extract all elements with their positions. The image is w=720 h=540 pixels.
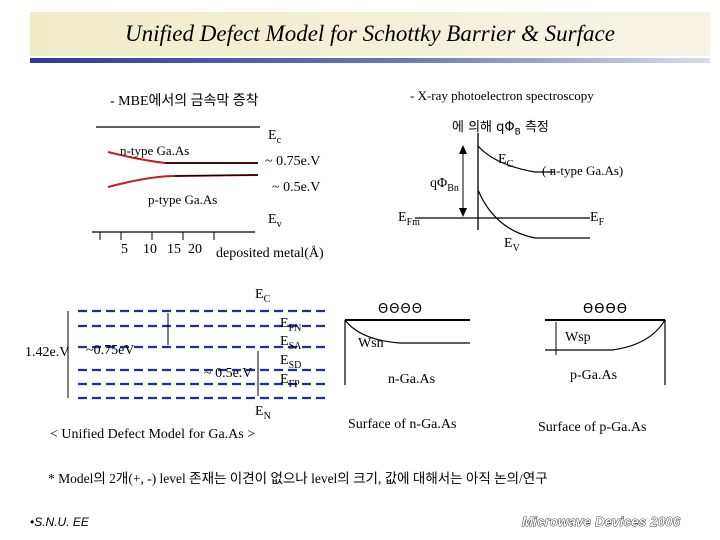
bandgap-label: 1.42e.V bbox=[25, 345, 70, 360]
ntype-note: ( n-type Ga.As) bbox=[542, 163, 624, 178]
title-rule bbox=[30, 58, 710, 63]
xps-heading: - X-ray photoelectron spectroscopy bbox=[410, 88, 594, 103]
n-surface-caption: Surface of n-Ga.As bbox=[348, 417, 457, 432]
axis-label: deposited metal(Å) bbox=[216, 246, 324, 261]
model-caption: < Unified Defect Model for Ga.As > bbox=[50, 427, 256, 442]
ec-label: Ec bbox=[268, 128, 282, 146]
ptype-label: p-type Ga.As bbox=[148, 192, 218, 207]
rp-ev-label: EV bbox=[504, 236, 520, 254]
axis-tick-label: 15 bbox=[167, 242, 181, 257]
research-note: * Model의 2개(+, -) level 존재는 이견이 없으나 leve… bbox=[48, 471, 548, 486]
model-ec-label: EC bbox=[255, 287, 271, 305]
conduction-band-bending bbox=[477, 145, 555, 173]
slide-title: Unified Defect Model for Schottky Barrie… bbox=[125, 21, 615, 46]
axis-tick-label: 20 bbox=[188, 242, 202, 257]
model-n-energy: ~0.75eV bbox=[86, 343, 135, 358]
barrier-height-label: qΦBn bbox=[430, 176, 459, 194]
wsn-label: Wsn bbox=[358, 336, 384, 351]
ntype-label: n-type Ga.As bbox=[120, 143, 190, 158]
p-surface-caption: Surface of p-Ga.As bbox=[538, 420, 647, 435]
footer-course: Microwave Devices 2006 bbox=[522, 514, 681, 530]
ev-label: Ev bbox=[268, 212, 282, 230]
rp-ec-label: EC bbox=[498, 152, 514, 170]
esd-label: ESD bbox=[280, 353, 302, 371]
xps-heading-measure: 에 의해 qΦB 측정 bbox=[452, 120, 549, 138]
n-band-bending bbox=[344, 319, 470, 344]
n-gaas-label: n-Ga.As bbox=[388, 372, 436, 387]
wsp-label: Wsp bbox=[565, 330, 591, 345]
efp-label: EFP bbox=[280, 372, 300, 390]
arrow-head-up bbox=[459, 145, 467, 154]
p-band-bending bbox=[545, 319, 666, 351]
n-surface-charges: ΘΘΘΘ bbox=[378, 302, 423, 317]
valence-band-bending bbox=[477, 189, 590, 239]
arrow-head-down bbox=[459, 208, 467, 217]
en-label: EN bbox=[255, 404, 271, 422]
mbe-heading: - MBE에서의 금속막 증착 bbox=[110, 94, 259, 109]
efm-label: EFm bbox=[398, 210, 420, 228]
p-surface-charges: ƟƟƟƟ bbox=[583, 302, 628, 317]
footer-affiliation: •S.N.U. EE bbox=[30, 515, 89, 529]
ptype-curve bbox=[107, 174, 259, 188]
axis-tick-label: 10 bbox=[143, 242, 157, 257]
title-banner: Unified Defect Model for Schottky Barrie… bbox=[30, 12, 710, 56]
ntype-curve bbox=[107, 151, 258, 164]
p-energy-label: ~ 0.5e.V bbox=[272, 180, 321, 195]
axis-tick-label: 5 bbox=[121, 242, 128, 257]
p-gaas-label: p-Ga.As bbox=[570, 368, 618, 383]
esa-label: ESA bbox=[280, 334, 302, 352]
ptype-pinning-line bbox=[174, 174, 259, 177]
efn-label: EFN bbox=[280, 316, 302, 334]
n-energy-label: ~ 0.75e.V bbox=[265, 154, 321, 169]
model-p-energy: ~ 0.5e.V bbox=[204, 366, 253, 381]
rp-ef-label: EF bbox=[590, 210, 605, 228]
